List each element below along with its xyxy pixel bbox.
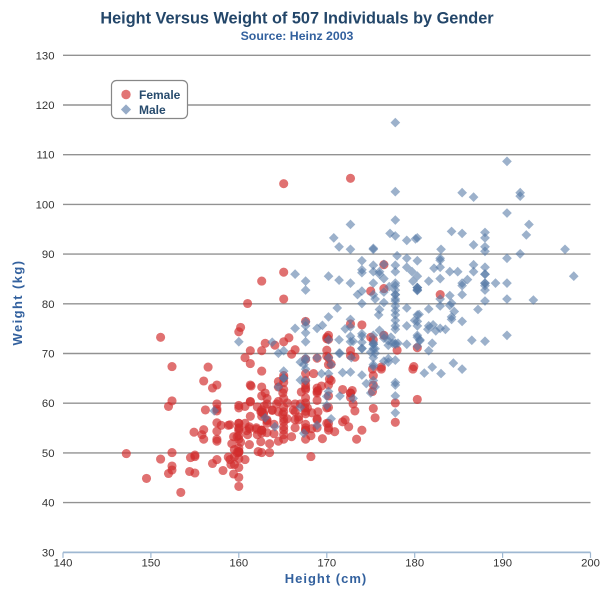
svg-text:100: 100 <box>36 199 55 211</box>
svg-text:90: 90 <box>42 249 55 261</box>
svg-text:180: 180 <box>405 557 424 569</box>
svg-text:130: 130 <box>36 50 55 62</box>
svg-text:Source: Heinz 2003: Source: Heinz 2003 <box>241 29 354 43</box>
svg-text:150: 150 <box>141 557 160 569</box>
svg-text:50: 50 <box>42 448 55 460</box>
svg-text:30: 30 <box>42 547 55 559</box>
svg-text:Female: Female <box>139 88 181 102</box>
svg-text:40: 40 <box>42 498 55 510</box>
svg-text:190: 190 <box>493 557 512 569</box>
svg-text:140: 140 <box>54 557 73 569</box>
svg-text:Height (cm): Height (cm) <box>285 571 368 586</box>
svg-text:120: 120 <box>36 100 55 112</box>
svg-text:110: 110 <box>36 150 54 162</box>
svg-text:170: 170 <box>317 557 336 569</box>
svg-text:Height Versus Weight of 507 In: Height Versus Weight of 507 Individuals … <box>100 10 494 28</box>
svg-text:60: 60 <box>42 398 55 410</box>
svg-text:70: 70 <box>42 349 55 361</box>
svg-text:80: 80 <box>42 299 55 311</box>
svg-text:200: 200 <box>581 557 600 569</box>
svg-text:160: 160 <box>229 557 248 569</box>
svg-text:Weight (kg): Weight (kg) <box>10 260 25 346</box>
svg-text:Male: Male <box>139 103 166 117</box>
